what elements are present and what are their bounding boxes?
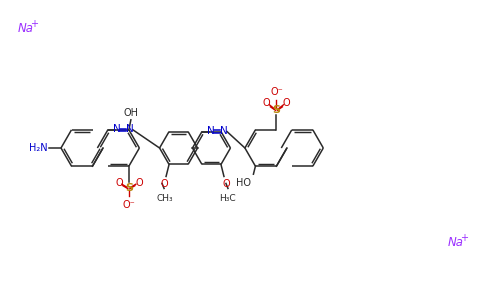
Text: CH₃: CH₃ <box>157 194 173 203</box>
Text: O: O <box>135 178 143 188</box>
Text: O: O <box>160 179 168 190</box>
Text: +: + <box>30 19 38 29</box>
Text: O: O <box>283 98 290 108</box>
Text: O⁻: O⁻ <box>122 200 135 210</box>
Text: Na: Na <box>18 22 34 34</box>
Text: O: O <box>263 98 270 108</box>
Text: N: N <box>220 125 228 136</box>
Text: +: + <box>460 233 468 243</box>
Text: H₂N: H₂N <box>30 143 48 153</box>
Text: H₃C: H₃C <box>219 194 235 203</box>
Text: OH: OH <box>123 108 138 118</box>
Text: N: N <box>113 124 121 134</box>
Text: O: O <box>222 179 230 190</box>
Text: S: S <box>125 183 133 193</box>
Text: O⁻: O⁻ <box>270 87 283 97</box>
Text: Na: Na <box>448 236 464 248</box>
Text: O: O <box>115 178 122 188</box>
Text: N: N <box>126 124 134 134</box>
Text: S: S <box>272 105 280 115</box>
Text: HO: HO <box>236 178 251 188</box>
Text: N: N <box>207 125 215 136</box>
